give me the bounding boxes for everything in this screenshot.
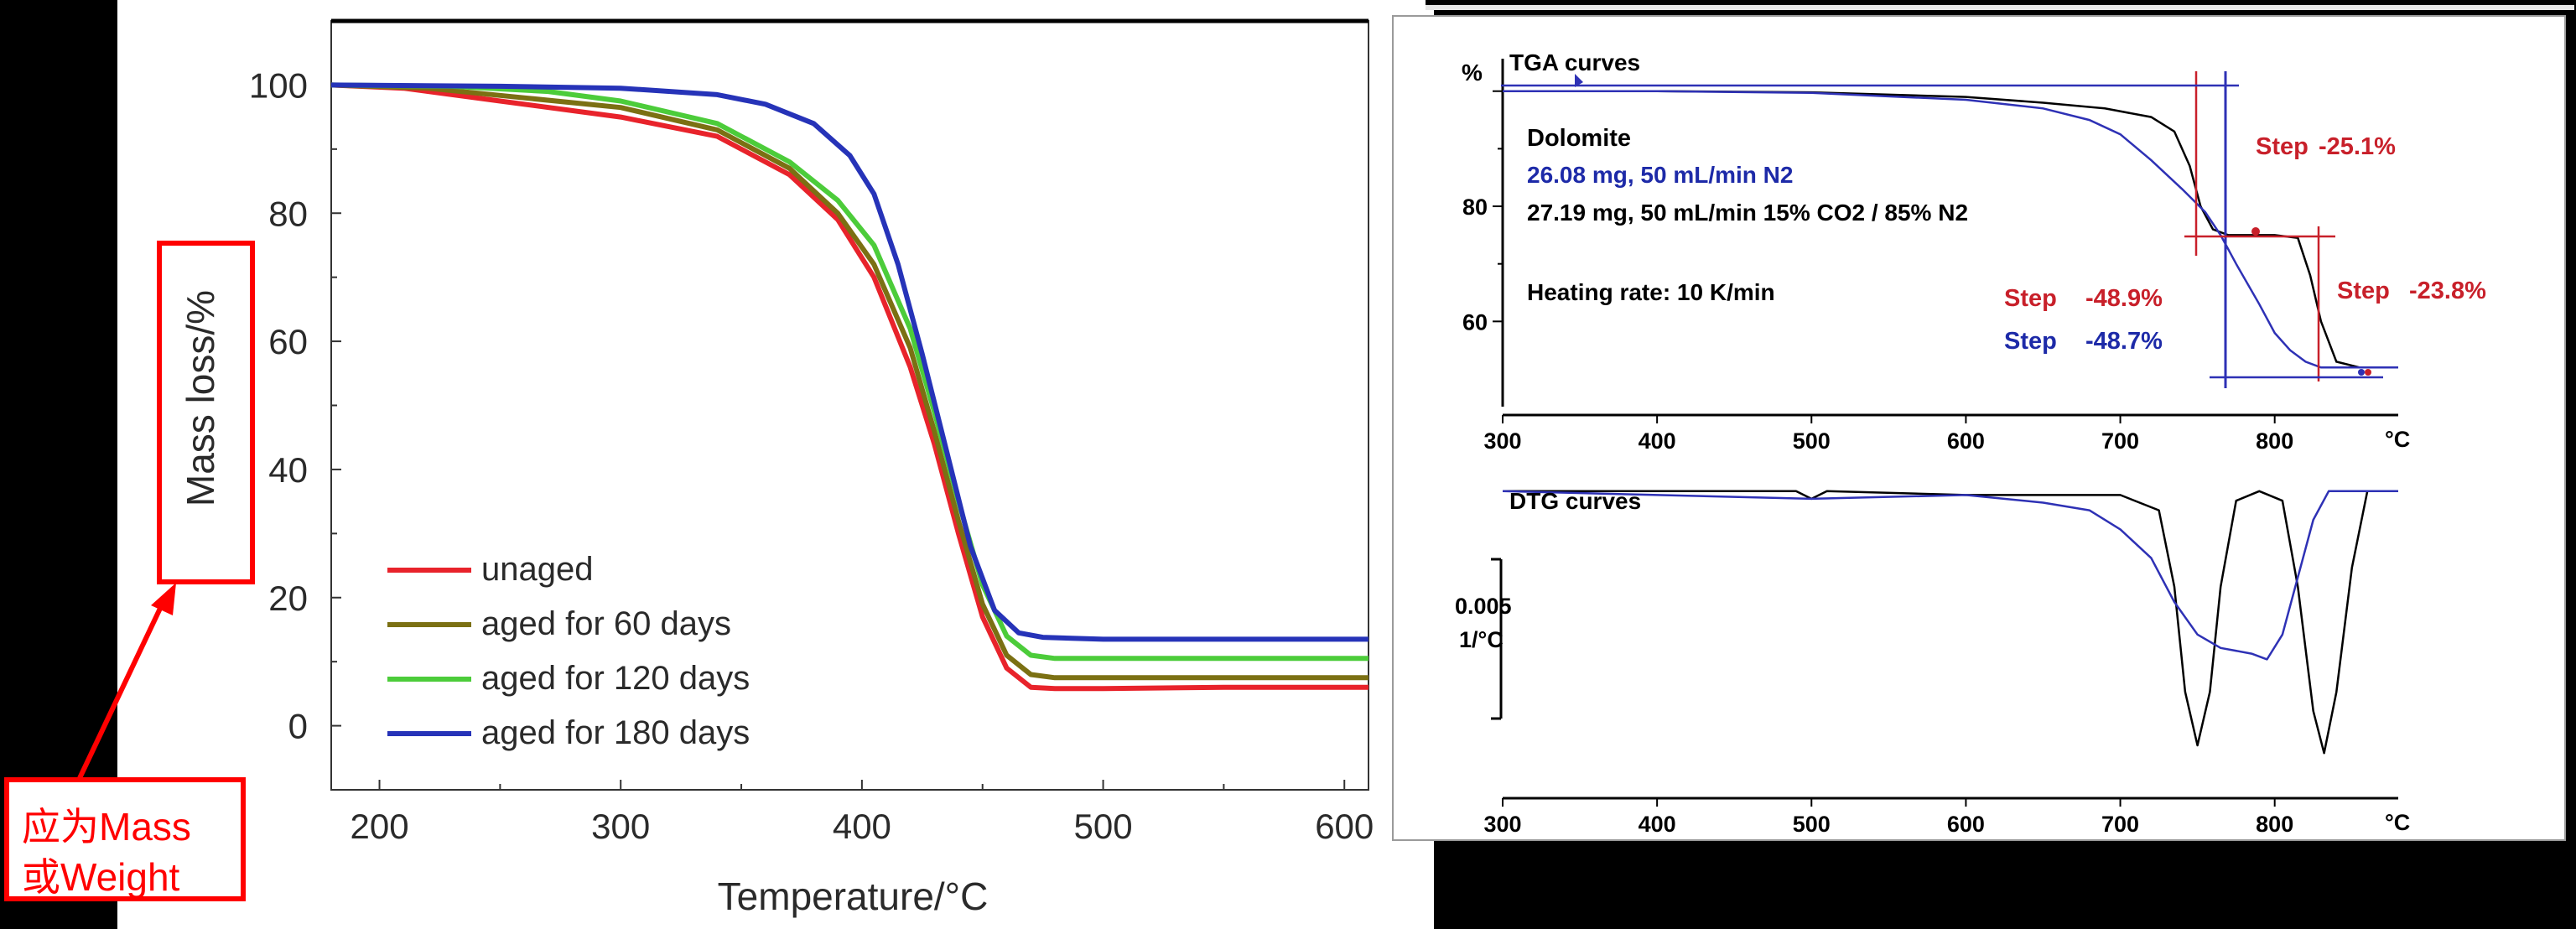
step-markers: [1501, 71, 2383, 388]
tga-note-black: 27.19 mg, 50 mL/min 15% CO2 / 85% N2: [1527, 200, 1968, 226]
dtg-lines: [1502, 490, 2398, 755]
legend-label-0: unaged: [481, 551, 593, 588]
tga-x-tick-label: 500: [1793, 428, 1831, 454]
left-y-tick-label: 20: [268, 579, 308, 618]
tga-title: TGA curves: [1509, 49, 1640, 75]
step-4-value: -23.8%: [2409, 278, 2486, 304]
dtg-x-tick-label: 400: [1639, 812, 1676, 837]
step-3-label: Step: [2004, 328, 2057, 355]
right-panel-border: [1392, 15, 2566, 841]
tga-end-marker-red: [2365, 369, 2371, 376]
left-series-line-2: [330, 82, 1368, 662]
dtg-series-line-1: [1502, 490, 2398, 661]
left-y-tick-label: 80: [268, 194, 308, 233]
left-chart: 200 300 400 500 600 0 20 40 60 80 100 unaged aged f…: [179, 18, 1374, 918]
dtg-x-unit: °C: [2385, 810, 2410, 835]
left-series-line-0: [330, 82, 1368, 692]
step-1-value: -25.1%: [2319, 133, 2396, 160]
dtg-series-line-0: [1503, 490, 2398, 755]
left-y-tick-label: 40: [268, 450, 308, 490]
left-x-axis-label: Temperature/°C: [718, 875, 989, 918]
left-x-tick-label: 300: [591, 807, 650, 846]
left-x-tick-label: 400: [833, 807, 891, 846]
tga-y-tick-label: 60: [1462, 309, 1488, 335]
tga-x-tick-label: 800: [2256, 428, 2293, 454]
left-lines: [330, 82, 1368, 692]
dtg-x-tick-label: 300: [1483, 812, 1521, 837]
step-3-value: -48.7%: [2085, 328, 2163, 355]
annotation-arrow-head: [151, 583, 176, 615]
annotation-note-line2: 或Weight: [22, 855, 180, 899]
left-y-tick-label: 60: [268, 322, 308, 361]
dtg-x-tick-label: 600: [1947, 812, 1985, 837]
tga-start-marker: [1575, 74, 1583, 87]
tga-end-marker-blue: [2358, 369, 2365, 376]
annotation-note-box: [4, 777, 246, 901]
legend-label-3: aged for 180 days: [481, 714, 750, 751]
annotation-note-line1: 应为Mass: [22, 805, 191, 849]
dtg-axes: 300 400 500 600 700 800: [1483, 797, 2398, 837]
tga-y-tick-label: 80: [1462, 195, 1488, 220]
tga-note-blue: 26.08 mg, 50 mL/min N2: [1527, 162, 1793, 188]
annotation: 应为Mass 或Weight: [4, 241, 255, 901]
left-x-tick-label: 500: [1074, 807, 1133, 846]
left-y-axis-label: Mass loss/%: [179, 290, 222, 506]
tga-y-unit: %: [1462, 60, 1483, 86]
left-legend: unaged aged for 60 days aged for 120 days a…: [387, 551, 750, 751]
left-y-tick-label: 0: [288, 707, 308, 746]
right-panel-bg: [1392, 15, 2566, 841]
tga-x-tick-label: 300: [1483, 428, 1521, 454]
tga-x-tick-label: 700: [2101, 428, 2139, 454]
dtg-scale-label: 0.005: [1455, 594, 1512, 619]
tga-chart: 300 400 500 600 700 800 60 80 TGA curves % °C D…: [1462, 49, 2486, 454]
dtg-chart: 300 400 500 600 700 800 DTG curves 0.005 1/°C…: [1455, 488, 2410, 837]
left-x-tick-label: 600: [1315, 807, 1374, 846]
step-2-label: Step: [2004, 285, 2057, 312]
legend-label-2: aged for 120 days: [481, 660, 750, 697]
left-series-line-3: [330, 82, 1368, 642]
left-ticks: 200 300 400 500 600 0 20 40 60 80 100: [249, 65, 1374, 846]
tga-axes: 300 400 500 600 700 800 60 80: [1462, 59, 2398, 454]
left-y-tick-label: 100: [249, 65, 308, 105]
legend-label-1: aged for 60 days: [481, 605, 731, 642]
tga-heating-rate: Heating rate: 10 K/min: [1527, 279, 1775, 305]
step-labels: Step -25.1% Step -48.9% Step -48.7% Step…: [2004, 133, 2486, 355]
step-2-value: -48.9%: [2085, 285, 2163, 312]
tga-sample-name: Dolomite: [1527, 125, 1631, 152]
step-4-label: Step: [2337, 278, 2390, 304]
tga-x-tick-label: 400: [1639, 428, 1676, 454]
tga-x-tick-label: 600: [1947, 428, 1985, 454]
top-black-strip: [1426, 0, 2574, 8]
tga-x-unit: °C: [2385, 427, 2410, 452]
annotation-arrow-line: [77, 598, 167, 780]
dtg-x-tick-label: 700: [2101, 812, 2139, 837]
dtg-y-unit: 1/°C: [1459, 627, 1504, 652]
tga-series-line-1: [1503, 90, 2398, 369]
tga-lines: [1503, 90, 2398, 369]
step-1-label: Step: [2256, 133, 2309, 160]
top-strip-highlight: [1426, 5, 2574, 10]
dtg-x-tick-label: 500: [1793, 812, 1831, 837]
dtg-x-tick-label: 800: [2256, 812, 2293, 837]
dtg-title: DTG curves: [1509, 488, 1641, 514]
left-x-tick-label: 200: [350, 807, 408, 846]
annotation-highlight-box: [157, 241, 255, 584]
step-marker-dot: [2251, 227, 2260, 236]
left-series-line-1: [330, 82, 1368, 681]
